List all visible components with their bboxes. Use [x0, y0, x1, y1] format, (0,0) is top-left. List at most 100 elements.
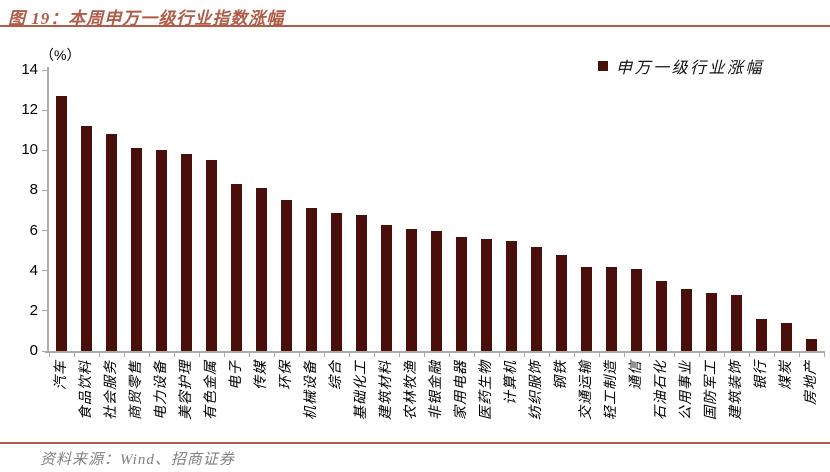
category-label: 计算机 — [503, 360, 519, 405]
x-axis-tick — [724, 353, 725, 357]
x-axis-tick — [774, 353, 775, 357]
y-axis-unit-label: （%） — [40, 47, 81, 63]
category-label: 传媒 — [253, 360, 269, 390]
y-axis-tick — [42, 189, 47, 191]
category-label: 石油石化 — [653, 360, 669, 420]
y-axis-tick-label: 6 — [29, 221, 38, 239]
y-axis-tick-label: 10 — [21, 141, 38, 159]
category-label: 社会服务 — [103, 360, 119, 420]
x-axis-tick — [124, 353, 125, 357]
bar — [431, 230, 442, 351]
bar — [206, 160, 217, 351]
y-axis-tick — [42, 109, 47, 111]
legend-label: 申万一级行业涨幅 — [616, 60, 765, 77]
bar — [256, 188, 267, 351]
bar — [356, 214, 367, 351]
y-axis-tick-label: 4 — [29, 261, 38, 279]
bar — [556, 254, 567, 351]
bar — [131, 148, 142, 351]
bar — [106, 134, 117, 351]
bar — [756, 318, 767, 351]
x-axis-tick — [149, 353, 150, 357]
category-label: 交通运输 — [578, 360, 594, 420]
chart-legend: 申万一级行业涨幅 — [598, 55, 764, 77]
x-axis-tick — [499, 353, 500, 357]
x-axis-line — [45, 351, 825, 353]
bar — [656, 280, 667, 351]
category-label: 纺织服饰 — [528, 360, 544, 420]
category-label: 环保 — [278, 360, 294, 390]
category-label: 商贸零售 — [128, 360, 144, 420]
category-label: 电力设备 — [153, 360, 169, 420]
bar — [306, 208, 317, 351]
y-axis-tick — [42, 149, 47, 151]
bar — [156, 150, 167, 351]
x-axis-tick — [574, 353, 575, 357]
bar — [531, 246, 542, 351]
category-label: 家用电器 — [453, 360, 469, 420]
category-label: 建筑材料 — [378, 360, 394, 420]
category-label: 电子 — [228, 360, 244, 390]
figure-title: 图 19：本周申万一级行业指数涨幅 — [8, 9, 285, 28]
x-axis-tick — [299, 353, 300, 357]
category-label: 银行 — [753, 360, 769, 390]
x-axis-tick — [824, 353, 825, 357]
source-note: 资料来源：Wind、招商证券 — [40, 452, 235, 468]
bar — [506, 240, 517, 351]
x-axis-tick — [749, 353, 750, 357]
category-label: 汽车 — [53, 360, 69, 390]
bar — [706, 292, 717, 351]
category-label: 农林牧渔 — [403, 360, 419, 420]
y-axis-line — [47, 67, 49, 353]
x-axis-tick — [224, 353, 225, 357]
bar — [581, 266, 592, 351]
x-axis-tick — [674, 353, 675, 357]
x-axis-tick — [549, 353, 550, 357]
bar — [481, 238, 492, 351]
category-label: 非银金融 — [428, 360, 444, 420]
category-label: 房地产 — [803, 360, 819, 405]
title-underline — [0, 25, 830, 27]
bar — [231, 184, 242, 351]
x-axis-tick — [799, 353, 800, 357]
bar — [181, 154, 192, 351]
x-axis-tick — [174, 353, 175, 357]
category-label: 基础化工 — [353, 360, 369, 420]
category-label: 公用事业 — [678, 360, 694, 420]
category-label: 机械设备 — [303, 360, 319, 420]
x-axis-tick — [649, 353, 650, 357]
x-axis-tick — [199, 353, 200, 357]
category-label: 综合 — [328, 360, 344, 390]
x-axis-tick — [374, 353, 375, 357]
bar — [281, 200, 292, 351]
x-axis-tick — [449, 353, 450, 357]
category-label: 国防军工 — [703, 360, 719, 420]
x-axis-tick — [324, 353, 325, 357]
y-axis-tick-label: 0 — [29, 342, 38, 359]
x-axis-tick — [274, 353, 275, 357]
y-axis-tick — [42, 230, 47, 232]
bar — [781, 322, 792, 351]
category-label: 食品饮料 — [78, 360, 94, 420]
category-label: 有色金属 — [203, 360, 219, 420]
bar — [456, 236, 467, 351]
x-axis-tick — [599, 353, 600, 357]
x-axis-tick — [474, 353, 475, 357]
category-label: 通信 — [628, 360, 644, 390]
bar — [381, 224, 392, 351]
y-axis-tick — [42, 270, 47, 272]
x-axis-tick — [524, 353, 525, 357]
bar — [406, 228, 417, 351]
bar — [806, 338, 817, 351]
y-axis-tick-label: 8 — [29, 181, 38, 199]
y-axis-tick-label: 12 — [21, 101, 38, 119]
category-label: 医药生物 — [478, 360, 494, 420]
x-axis-tick — [249, 353, 250, 357]
category-label: 美容护理 — [178, 360, 194, 420]
y-axis-tick — [42, 310, 47, 312]
y-axis-tick — [42, 69, 47, 71]
x-axis-tick — [424, 353, 425, 357]
y-axis-tick-label: 14 — [21, 61, 38, 78]
bar — [681, 288, 692, 351]
